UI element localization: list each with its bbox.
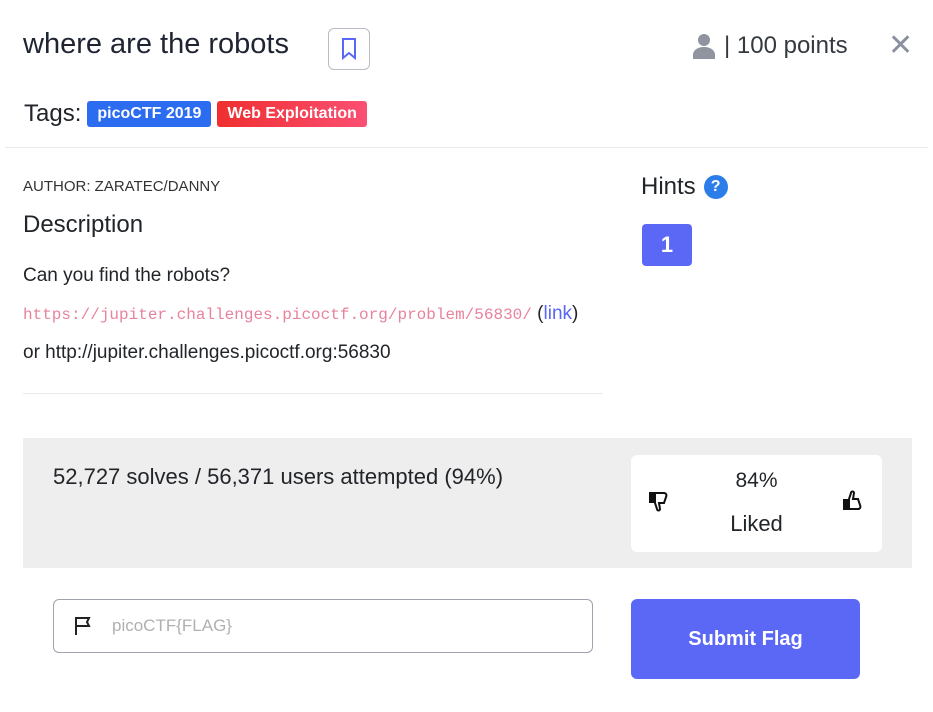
- user-icon: [693, 34, 715, 59]
- help-icon[interactable]: ?: [703, 175, 728, 199]
- liked-label: Liked: [730, 511, 783, 536]
- challenge-title: where are the robots: [23, 28, 289, 60]
- bookmark-button[interactable]: [328, 28, 370, 70]
- hints-label: Hints: [641, 173, 696, 200]
- description-text: Can you find the robots?: [23, 265, 231, 286]
- tag-web-exploitation[interactable]: Web Exploitation: [217, 101, 367, 127]
- hint-button-1[interactable]: 1: [642, 224, 692, 266]
- like-card: 84% Liked: [631, 455, 882, 552]
- url-code: https://jupiter.challenges.picoctf.org/p…: [23, 306, 532, 324]
- bookmark-icon: [342, 38, 356, 60]
- tags-label: Tags:: [24, 100, 82, 127]
- tag-picoctf-2019[interactable]: picoCTF 2019: [87, 101, 212, 127]
- divider: [23, 393, 603, 394]
- flag-input-field[interactable]: [53, 599, 593, 653]
- author: AUTHOR: ZARATEC/DANNY: [23, 178, 221, 195]
- submit-flag-button[interactable]: Submit Flag: [631, 599, 860, 679]
- paren: ): [572, 303, 579, 324]
- thumbs-up-icon[interactable]: [841, 489, 865, 513]
- solves-text: 52,727 solves / 56,371 users attempted (…: [53, 464, 504, 489]
- thumbs-down-icon[interactable]: [647, 489, 671, 513]
- flag-input[interactable]: [112, 616, 532, 636]
- points-display: | 100 points: [692, 32, 848, 60]
- flag-icon: [75, 617, 91, 635]
- hints-heading: Hints ?: [641, 173, 728, 201]
- points-text: | 100 points: [724, 32, 848, 59]
- challenge-url: https://jupiter.challenges.picoctf.org/p…: [23, 303, 578, 325]
- alt-url: or http://jupiter.challenges.picoctf.org…: [23, 342, 391, 363]
- tags-row: Tags: picoCTF 2019 Web Exploitation: [24, 100, 367, 128]
- divider: [5, 147, 928, 148]
- challenge-link[interactable]: link: [543, 303, 573, 324]
- close-icon[interactable]: ✕: [888, 29, 914, 62]
- paren: (: [531, 303, 544, 324]
- liked-percent: 84%: [735, 469, 778, 492]
- description-heading: Description: [23, 211, 144, 238]
